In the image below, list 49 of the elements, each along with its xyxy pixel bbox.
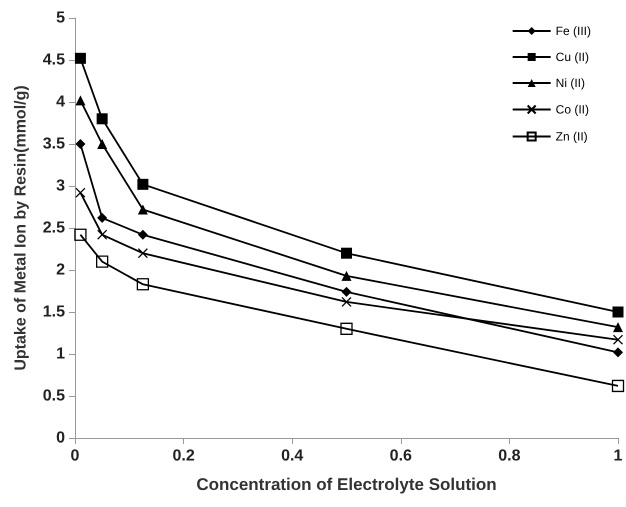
point (74, 228, 87, 241)
point (74, 52, 86, 64)
point (97, 212, 108, 223)
point (613, 322, 623, 332)
point (137, 178, 148, 190)
y-tick-label: 1.5 (42, 304, 66, 320)
x-tick-label: 1 (614, 448, 623, 464)
point (138, 230, 148, 240)
point (96, 255, 108, 268)
x-tick-label: 0.6 (390, 448, 412, 464)
legend-label: Fe (III) (556, 24, 592, 38)
point (75, 95, 86, 106)
x-axis-title: Concentration of Electrolyte Solution (196, 475, 497, 494)
point (97, 139, 108, 149)
point (612, 306, 624, 318)
y-tick-label: 0.5 (42, 388, 66, 404)
y-tick-label: 2.5 (42, 220, 66, 236)
point (342, 286, 352, 297)
y-axis-title: Uptake of Metal Ion by Resin(mmol/g) (12, 85, 30, 371)
point (97, 230, 108, 240)
point (138, 204, 148, 215)
legend-label: Cu (II) (556, 50, 590, 64)
point (613, 347, 623, 358)
legend-label: Co (II) (556, 102, 590, 116)
x-tick-label: 0.8 (498, 448, 521, 464)
y-tick-label: 3 (56, 178, 66, 194)
point (75, 188, 86, 198)
y-tick-label: 5 (56, 10, 66, 26)
y-tick-label: 0 (56, 430, 66, 446)
y-tick-label: 3.5 (42, 136, 66, 152)
point (341, 248, 352, 259)
point (612, 380, 624, 392)
y-tick-label: 4 (56, 94, 66, 110)
point (612, 334, 624, 345)
x-tick-label: 0.4 (281, 448, 304, 464)
point (75, 139, 86, 149)
legend-label: Zn (II) (556, 130, 588, 144)
legend-label: Ni (II) (556, 76, 585, 90)
x-tick-label: 0.2 (172, 448, 195, 464)
y-tick-label: 1 (56, 346, 66, 362)
point (342, 270, 352, 281)
point (341, 296, 352, 308)
point (340, 322, 353, 335)
point (136, 278, 150, 290)
point (138, 248, 148, 258)
point (96, 113, 108, 124)
y-tick-label: 2 (56, 262, 66, 278)
x-tick-label: 0 (70, 448, 80, 464)
y-tick-label: 4.5 (42, 52, 66, 68)
